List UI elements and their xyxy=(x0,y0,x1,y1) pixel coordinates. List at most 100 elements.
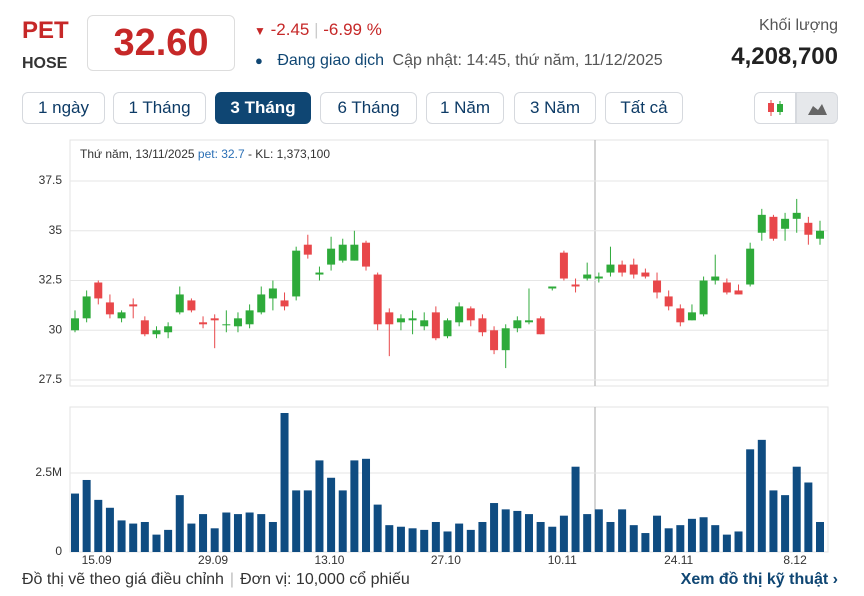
x-tick-label: 29.09 xyxy=(198,553,228,567)
volume-bar xyxy=(315,460,324,552)
candle-body xyxy=(164,326,173,333)
candle-body xyxy=(536,318,545,335)
candle-body xyxy=(152,330,161,335)
candle-body xyxy=(653,280,662,293)
plot: 27.5 30 32.5 35 37.5 0 2.5M 15.09 29.09 13.10 27.1… xyxy=(35,173,828,567)
volume-bar xyxy=(129,523,138,552)
candle-body xyxy=(792,212,801,219)
candle-body xyxy=(455,306,464,323)
volume-bar xyxy=(583,514,592,552)
candle-body xyxy=(606,264,615,273)
volume-bar xyxy=(676,525,685,552)
y-tick-label: 30 xyxy=(49,322,63,336)
volume-bar xyxy=(536,521,545,552)
range-button[interactable]: Tất cả xyxy=(605,92,683,124)
candle-body xyxy=(641,272,650,277)
candle-body xyxy=(816,230,824,239)
candle-body xyxy=(711,276,720,281)
candle-body xyxy=(327,248,336,265)
volume-bar xyxy=(199,514,208,552)
candle-toggle[interactable] xyxy=(754,92,796,124)
note: Đồ thị vẽ theo giá điều chỉnh xyxy=(22,571,224,588)
price: 32.60 xyxy=(87,15,235,71)
range-button[interactable]: 3 Năm xyxy=(514,92,596,124)
candle-body xyxy=(140,320,149,335)
tech-chart-link[interactable]: Xem đồ thị kỹ thuật › xyxy=(680,571,838,588)
change-box: ▼ -2.45 | -6.99 % xyxy=(254,20,382,40)
volume-bar xyxy=(629,525,638,552)
status: Đang giao dịch xyxy=(277,52,385,69)
volume-bar xyxy=(757,439,766,552)
candle-body xyxy=(338,244,347,261)
range-button[interactable]: 1 Năm xyxy=(426,92,504,124)
range-button[interactable]: 1 ngày xyxy=(22,92,105,124)
volume-bar xyxy=(292,490,301,552)
y-tick-label: 27.5 xyxy=(39,372,63,386)
volume-bar xyxy=(490,503,499,552)
updated: Cập nhật: 14:45, thứ năm, 11/12/2025 xyxy=(392,52,663,69)
volume-bar xyxy=(164,529,173,552)
range-button[interactable]: 3 Tháng xyxy=(215,92,311,124)
range-button[interactable]: 6 Tháng xyxy=(320,92,417,124)
volume-bar xyxy=(653,515,662,552)
separator: | xyxy=(229,571,235,588)
volume-bar xyxy=(618,509,627,552)
candle-body xyxy=(350,244,359,261)
volume-bar xyxy=(466,529,475,552)
candle-body xyxy=(501,328,510,351)
candle-body xyxy=(396,318,405,323)
range-button[interactable]: 1 Tháng xyxy=(113,92,206,124)
area-toggle[interactable] xyxy=(796,92,838,124)
volume-bar xyxy=(687,518,696,552)
volume-bar xyxy=(303,490,312,552)
candle-body xyxy=(385,312,394,325)
volume-bar xyxy=(455,523,464,552)
volume-bar xyxy=(769,490,778,552)
x-tick-label: 24.11 xyxy=(664,553,693,567)
exchange: HOSE xyxy=(22,55,68,72)
candle-body xyxy=(699,280,708,315)
y-tick-label: 32.5 xyxy=(39,273,63,287)
x-tick-label: 27.10 xyxy=(431,553,461,567)
tooltip: Thứ năm, 13/11/2025 pet: 32.7 - KL: 1,37… xyxy=(80,147,330,161)
volume-bar xyxy=(443,531,452,552)
candle-icon xyxy=(768,100,783,116)
link[interactable]: Xem đồ thị kỹ thuật xyxy=(680,571,829,588)
candle-body xyxy=(210,318,219,321)
volume-bar xyxy=(524,514,533,552)
candle-body xyxy=(94,282,103,299)
candle-body xyxy=(280,300,289,307)
symbol: PET xyxy=(22,17,69,44)
candle-body xyxy=(408,318,417,321)
volume-bar xyxy=(233,514,242,552)
volume-bar xyxy=(408,528,417,552)
volume-bar xyxy=(396,526,405,552)
volume-bar xyxy=(501,509,510,552)
volume-bar xyxy=(641,533,650,552)
x-tick-label: 15.09 xyxy=(82,553,112,567)
candle-body xyxy=(757,214,766,233)
volume-bar xyxy=(478,521,487,552)
volume-bar xyxy=(571,466,580,552)
candle-body xyxy=(513,320,522,329)
volume-bar xyxy=(699,517,708,552)
volume-bar xyxy=(781,495,790,552)
volume-bar xyxy=(175,495,184,552)
candle-body xyxy=(524,320,533,323)
down-arrow: ▼ xyxy=(254,24,266,38)
candle-body xyxy=(362,242,371,267)
volume-bar xyxy=(152,534,161,552)
status-row: ● Đang giao dịch Cập nhật: 14:45, thứ nă… xyxy=(255,52,663,70)
candle-body xyxy=(594,276,603,279)
candle-body xyxy=(175,294,184,313)
volume-bar xyxy=(268,521,277,552)
volume-bar xyxy=(362,458,371,552)
volume-bar xyxy=(222,512,231,552)
y-tick-label: 2.5M xyxy=(35,465,62,479)
volume-bar xyxy=(792,466,801,552)
candle-body xyxy=(687,312,696,321)
volume-bar xyxy=(71,493,79,552)
volume-bar xyxy=(338,490,347,552)
